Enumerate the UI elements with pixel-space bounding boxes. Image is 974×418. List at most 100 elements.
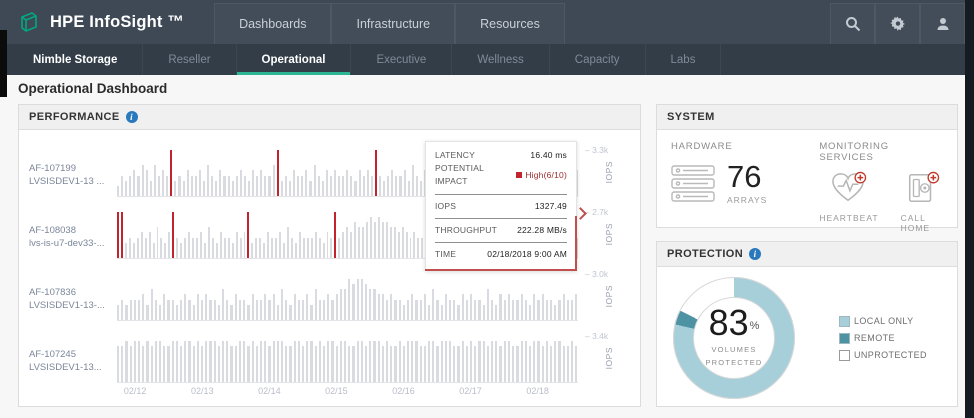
bar (222, 289, 225, 320)
bar (524, 341, 527, 382)
tab-labs[interactable]: Labs (646, 44, 722, 75)
bar (176, 238, 179, 258)
bar (297, 341, 300, 382)
legend-item-local-only: LOCAL ONLY1402 (839, 315, 974, 327)
tab-executive[interactable]: Executive (351, 44, 453, 75)
bar (390, 294, 393, 320)
bar (255, 300, 258, 320)
info-icon[interactable]: i (125, 111, 138, 123)
bar (235, 176, 238, 196)
bar (294, 243, 297, 258)
bar (318, 341, 321, 382)
throughput-value: 222.28 MB/s (517, 224, 567, 235)
array-subname: lvs-is-u7-dev33-... (29, 238, 105, 250)
tab-reseller[interactable]: Reseller (143, 44, 237, 75)
bar (417, 238, 420, 258)
donut-center-text: 83 % VOLUMES PROTECTED (673, 277, 795, 399)
array-id: AF-108038 (29, 225, 77, 237)
y-axis-max: – 3.4k (585, 331, 609, 341)
bar (196, 294, 200, 320)
bar (411, 165, 414, 196)
performance-row-af-107836: AF-107836 LVSISDEV1-13-... – 3.0k IOPS (29, 259, 634, 321)
bar (377, 341, 380, 382)
bar (449, 341, 452, 382)
array-label[interactable]: AF-107836 LVSISDEV1-13-... (29, 287, 117, 321)
bar (329, 176, 332, 196)
bar (533, 294, 536, 320)
bar (474, 300, 477, 320)
system-panel: SYSTEM HARDWARE 76 (656, 104, 958, 233)
legend-label: REMOTE (854, 333, 895, 343)
bar (495, 341, 498, 382)
x-axis-tick-label: 02/14 (258, 386, 281, 396)
bar (297, 300, 300, 320)
brand[interactable]: HPE InfoSight ™ (0, 0, 214, 44)
bar (129, 176, 132, 196)
bar (306, 238, 309, 258)
nav-dashboards[interactable]: Dashboards (214, 3, 332, 44)
bar (470, 294, 473, 320)
info-icon[interactable]: i (749, 248, 762, 260)
bar (238, 300, 242, 320)
monitoring-label: MONITORING SERVICES (819, 141, 889, 163)
array-label[interactable]: AF-107245 LVSISDEV1-13... (29, 349, 117, 383)
bar (338, 238, 341, 258)
bar (491, 300, 494, 320)
impact-value: High(6/10) (516, 169, 567, 182)
bar (310, 341, 313, 382)
search-button[interactable] (830, 3, 875, 44)
bar (167, 346, 170, 382)
tooltip-red-border (575, 216, 577, 272)
bar (381, 294, 384, 320)
impact-severity-icon (516, 172, 523, 179)
alert-bar (172, 212, 175, 258)
sparkline-chart[interactable] (117, 337, 578, 383)
bar (440, 305, 443, 320)
bar (297, 176, 300, 196)
call-home-service: CALL HOME (901, 171, 943, 233)
nav-resources[interactable]: Resources (455, 3, 565, 44)
bar (301, 346, 305, 382)
tab-nimble-storage[interactable]: Nimble Storage (8, 44, 144, 75)
sparkline-chart[interactable] (117, 275, 578, 321)
array-label[interactable]: AF-108038 lvs-is-u7-dev33-... (29, 225, 117, 259)
bar (293, 341, 296, 382)
bar (391, 170, 394, 196)
nav-infrastructure[interactable]: Infrastructure (331, 3, 456, 44)
bar (202, 181, 206, 196)
tab-operational[interactable]: Operational (236, 44, 352, 75)
bar (407, 341, 410, 382)
legend-item-remote: REMOTE58 (839, 332, 974, 344)
bar (499, 294, 502, 320)
bar (121, 300, 124, 320)
bar (163, 294, 166, 320)
bar (275, 238, 278, 258)
bar (524, 300, 527, 320)
bar (207, 227, 210, 258)
bar (133, 170, 136, 196)
tab-wellness[interactable]: Wellness (452, 44, 550, 75)
bar (421, 238, 424, 258)
bar (251, 341, 254, 382)
bar (252, 170, 255, 196)
bar (251, 294, 254, 320)
settings-button[interactable] (875, 3, 920, 44)
protected-label: PROTECTED (705, 358, 763, 368)
bar (190, 176, 193, 196)
bar (401, 227, 404, 258)
bar (528, 346, 532, 382)
tab-capacity[interactable]: Capacity (550, 44, 646, 75)
performance-row-af-107245: AF-107245 LVSISDEV1-13... – 3.4k IOPS (29, 321, 634, 383)
bar (217, 305, 221, 320)
bar (362, 176, 365, 196)
bar (318, 300, 321, 320)
bar (387, 176, 390, 196)
bar (184, 238, 187, 258)
user-menu-button[interactable] (920, 3, 965, 44)
array-label[interactable]: AF-107199 LVSISDEV1-13 ... (29, 163, 117, 197)
bar (360, 341, 363, 382)
bar (154, 341, 158, 382)
bar (386, 300, 389, 320)
bar (171, 300, 174, 320)
bar (188, 232, 191, 258)
